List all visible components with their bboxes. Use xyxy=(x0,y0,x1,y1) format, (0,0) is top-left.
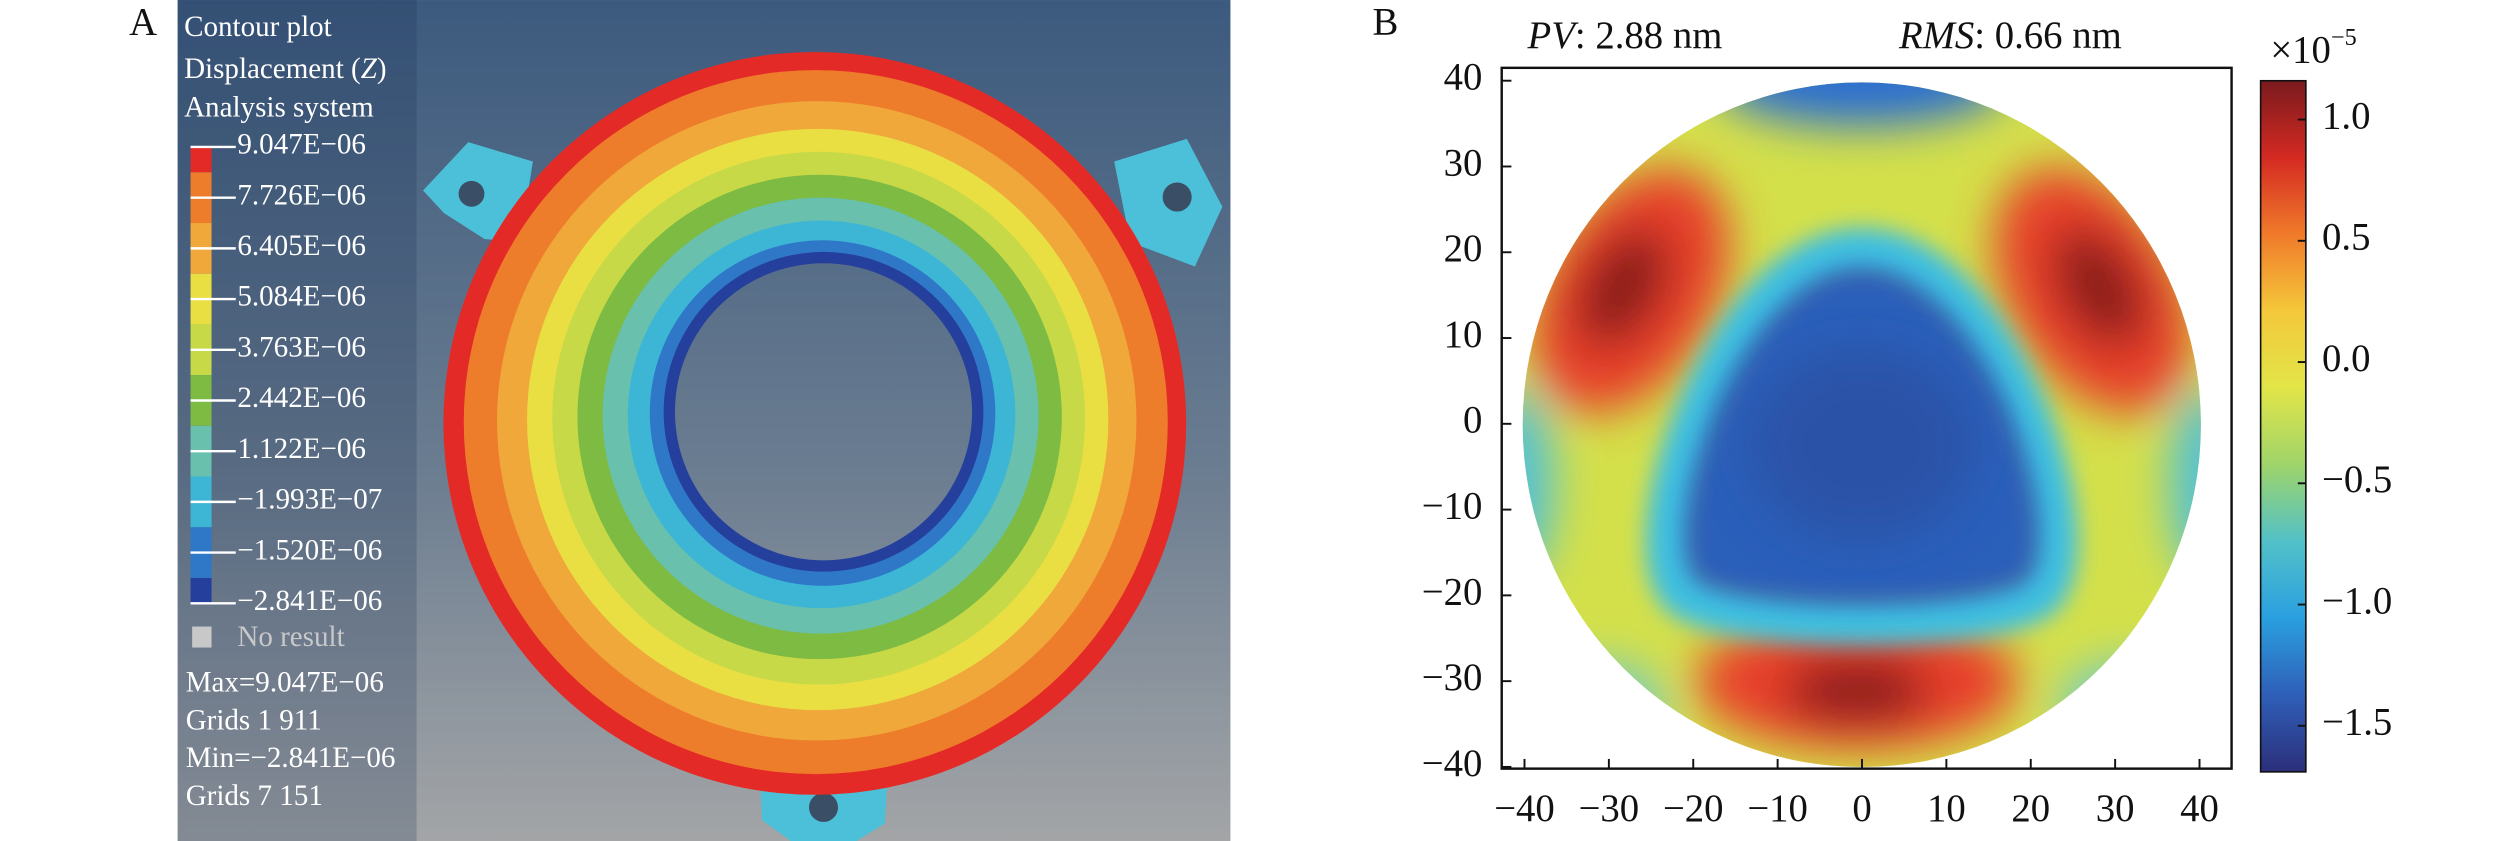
colorbar-tick-label: 0.5 xyxy=(2322,216,2370,259)
legend-label: 3.763E−06 xyxy=(237,331,366,363)
y-tick-label: −30 xyxy=(1422,656,1483,699)
legend-label: −1.520E−06 xyxy=(237,534,382,566)
field-low xyxy=(2060,662,2190,759)
panel-b-text: PV: 2.88 nm RMS: 0.66 nm −40 −30 −20 −10 0 10 20… xyxy=(1422,14,2393,830)
mount-hole xyxy=(458,180,485,207)
field-trough xyxy=(1748,347,1975,541)
stat-line: Min=−2.841E−06 xyxy=(186,742,396,774)
y-tick-label: 30 xyxy=(1444,141,1483,184)
colorbar-tick-label: −1.0 xyxy=(2322,579,2392,622)
contour-rings xyxy=(443,52,1187,795)
annotation-text: : 2.88 nm xyxy=(1575,14,1722,57)
legend-system: Analysis system xyxy=(184,91,374,123)
legend-label: −1.993E−07 xyxy=(237,484,382,516)
no-result-swatch xyxy=(192,626,212,648)
field-peak xyxy=(2052,228,2146,347)
mount-hole xyxy=(808,792,839,822)
contour-hole xyxy=(674,263,973,561)
x-tick-label: 30 xyxy=(2096,787,2135,830)
field-ring xyxy=(1645,227,2078,646)
annotation-text: : 0.66 nm xyxy=(1974,14,2121,57)
legend-label: 6.405E−06 xyxy=(237,230,366,262)
y-tick-label: −20 xyxy=(1422,570,1483,613)
x-tick-label: 10 xyxy=(1927,787,1966,830)
legend-label: 1.122E−06 xyxy=(237,433,366,465)
quantity-text: Displacement ( xyxy=(184,53,361,85)
x-tick-label: −30 xyxy=(1579,787,1640,830)
field-peak xyxy=(1784,658,1930,724)
colorbar-tick-label: −1.5 xyxy=(2322,701,2392,744)
legend-label: −2.841E−06 xyxy=(237,585,382,617)
y-tick-label: 10 xyxy=(1444,313,1483,356)
y-tick-label: 40 xyxy=(1444,56,1483,99)
annotation-name: PV xyxy=(1527,14,1580,57)
y-tick-label: −40 xyxy=(1422,742,1483,785)
legend-swatch xyxy=(190,146,212,173)
stat-line: Max=9.047E−06 xyxy=(186,666,384,698)
heatmap-field xyxy=(1522,82,2201,768)
annotation: RMS: 0.66 nm xyxy=(1898,14,2122,57)
multiplier-exponent: −5 xyxy=(2331,23,2357,50)
y-tick-label: 0 xyxy=(1463,399,1482,442)
y-tick-label: −10 xyxy=(1422,484,1483,527)
no-result-label: No result xyxy=(237,621,344,653)
colorbar-tick-label: 1.0 xyxy=(2322,94,2370,137)
panel-label: A xyxy=(129,1,157,44)
colorbar-multiplier: ×10−5 xyxy=(2270,23,2356,71)
x-tick-label: −10 xyxy=(1747,787,1808,830)
legend-label: 9.047E−06 xyxy=(237,129,366,161)
legend-swatch xyxy=(190,577,212,604)
legend-title: Contour plot xyxy=(184,11,332,43)
field-peak xyxy=(1576,228,1670,347)
annotation-name: RMS xyxy=(1898,14,1974,57)
multiplier-base: ×10 xyxy=(2270,28,2331,71)
colorbar-tick-label: −0.5 xyxy=(2322,458,2392,501)
quantity-symbol: Z xyxy=(361,53,378,85)
legend-quantity: Displacement (Z) xyxy=(184,53,386,85)
panel-a xyxy=(177,0,1231,841)
annotation: PV: 2.88 nm xyxy=(1527,14,1723,57)
x-tick-label: 20 xyxy=(2011,787,2050,830)
legend-label: 5.084E−06 xyxy=(237,281,366,313)
x-tick-label: 0 xyxy=(1852,787,1871,830)
x-tick-label: 40 xyxy=(2180,787,2219,830)
stat-line: Grids 1 911 xyxy=(186,704,322,736)
field-low xyxy=(1522,387,1554,582)
mount-hole xyxy=(1162,182,1192,212)
legend-label: 2.442E−06 xyxy=(237,382,366,414)
x-tick-label: −40 xyxy=(1494,787,1555,830)
panel-label: B xyxy=(1373,1,1399,44)
stat-line: Grids 7 151 xyxy=(186,780,323,812)
plot-frame xyxy=(1500,66,2233,770)
colorbar xyxy=(2259,79,2307,773)
y-tick-label: 20 xyxy=(1444,227,1483,270)
field-low xyxy=(1534,662,1664,759)
legend-label: 7.726E−06 xyxy=(237,179,366,211)
legend-panel xyxy=(177,0,417,841)
field-low xyxy=(1716,82,2008,126)
colorbar-tick-label: 0.0 xyxy=(2322,337,2370,380)
x-tick-label: −20 xyxy=(1663,787,1724,830)
quantity-end: ) xyxy=(377,53,387,85)
